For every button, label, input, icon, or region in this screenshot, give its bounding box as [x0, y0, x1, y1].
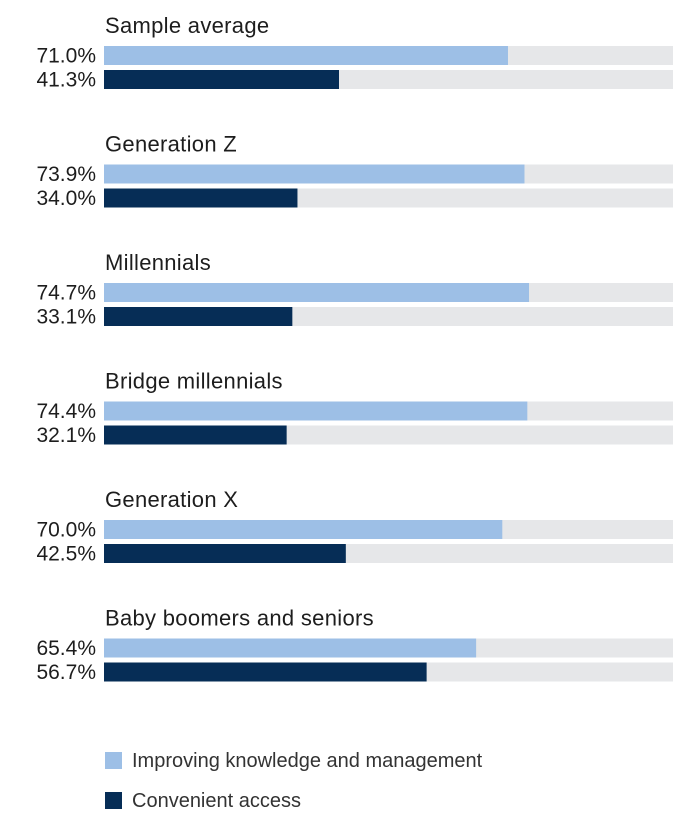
bar-knowledge: [104, 283, 530, 302]
bar-value-label: 70.0%: [36, 519, 96, 542]
category-title: Bridge millennials: [105, 369, 283, 394]
bar-value-label: 56.7%: [36, 661, 96, 684]
bar-knowledge: [104, 520, 503, 539]
category-title: Sample average: [105, 13, 269, 38]
legend-swatch: [105, 752, 122, 769]
bar-value-label: 33.1%: [36, 306, 96, 329]
category-title: Millennials: [105, 250, 211, 275]
bar-value-label: 32.1%: [36, 424, 96, 447]
bar-access: [104, 544, 346, 563]
bar-access: [104, 662, 427, 682]
legend-swatch: [105, 792, 122, 809]
category-title: Generation Z: [105, 132, 237, 157]
bar-value-label: 74.7%: [36, 282, 96, 305]
bar-value-label: 74.4%: [36, 400, 96, 423]
legend-label: Convenient access: [132, 790, 301, 812]
bar-access: [104, 188, 298, 208]
bar-access: [104, 425, 287, 445]
legend-label: Improving knowledge and management: [132, 750, 483, 772]
category-title: Generation X: [105, 487, 238, 512]
bar-value-label: 42.5%: [36, 543, 96, 566]
bar-value-label: 73.9%: [36, 163, 96, 186]
bar-access: [104, 307, 293, 326]
bar-value-label: 71.0%: [36, 45, 96, 68]
bar-knowledge: [104, 46, 508, 65]
bar-value-label: 65.4%: [36, 637, 96, 660]
bar-knowledge: [104, 164, 525, 184]
bar-value-label: 34.0%: [36, 187, 96, 210]
bar-knowledge: [104, 638, 477, 658]
bar-access: [104, 70, 339, 89]
category-title: Baby boomers and seniors: [105, 606, 374, 631]
bar-value-label: 41.3%: [36, 69, 96, 92]
bar-knowledge: [104, 401, 528, 421]
